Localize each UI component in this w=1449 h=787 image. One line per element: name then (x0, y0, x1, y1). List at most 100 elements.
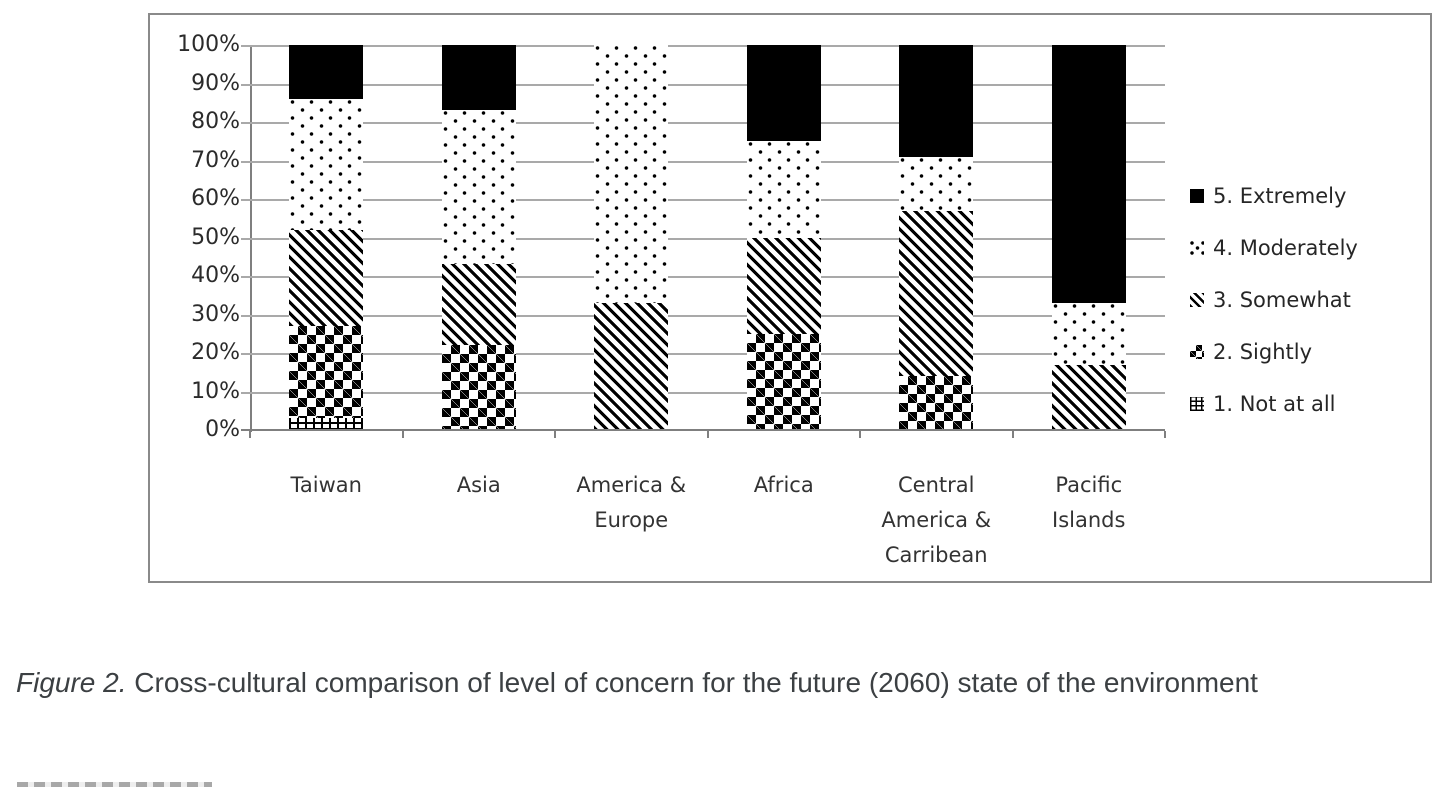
legend-item: 2. Sightly (1190, 338, 1358, 366)
legend: 5. Extremely 4. Moderately 3. Somewhat 2. S… (1190, 182, 1358, 442)
bar-slot (250, 45, 403, 430)
gridline (241, 391, 1165, 394)
x-label-slot: Central America & Carribean (860, 468, 1013, 573)
gridline (241, 45, 1165, 47)
bar-segment-dots (899, 156, 974, 211)
bar-slot (1013, 45, 1166, 430)
gridline (241, 314, 1165, 317)
legend-item: 1. Not at all (1190, 390, 1358, 418)
figure-caption: Figure 2. Cross-cultural comparison of l… (16, 648, 1420, 718)
bar-segment-solid (1051, 45, 1126, 303)
x-axis-tick (1011, 431, 1014, 438)
bars-row (250, 45, 1165, 430)
chart-figure: 100% 90% 80% 70% 60% 50% 40% 30% 20% 10% 0% Taiwan… (148, 13, 1432, 583)
cropped-next-text-line (17, 782, 212, 787)
y-tick-label: 60% (191, 186, 240, 211)
bar-asia (441, 45, 516, 430)
x-axis-tick (249, 431, 251, 438)
gridline (241, 160, 1165, 163)
y-tick-label: 40% (191, 263, 240, 288)
gridline (241, 237, 1165, 240)
y-tick-label: 20% (191, 340, 240, 365)
bar-taiwan (289, 45, 364, 430)
y-tick-label: 50% (191, 224, 240, 250)
bar-slot (860, 45, 1013, 430)
bar-segment-dots (594, 45, 669, 303)
y-tick-label: 10% (191, 378, 240, 404)
x-axis-label: Asia (456, 473, 501, 497)
legend-label: 1. Not at all (1213, 392, 1336, 416)
bar-africa (746, 45, 821, 430)
gridline (241, 276, 1165, 278)
bar-segment-stripes (1051, 364, 1126, 430)
legend-swatch-dots-icon (1190, 241, 1204, 255)
bar-segment-diamonds (441, 345, 516, 430)
y-tick-label: 90% (191, 70, 240, 96)
x-axis-label: Africa (753, 473, 814, 497)
x-axis-tick (706, 431, 709, 438)
bar-segment-stripes (289, 229, 364, 327)
legend-item: 4. Moderately (1190, 234, 1358, 262)
gridline (241, 83, 1165, 86)
bar-pacific-islands (1051, 45, 1126, 430)
x-label-slot: America & Europe (555, 468, 708, 573)
x-label-slot: Africa (708, 468, 861, 573)
x-axis-label: Taiwan (290, 473, 362, 497)
x-label-slot: Asia (403, 468, 556, 573)
bar-slot (555, 45, 708, 430)
gridline (241, 353, 1165, 355)
bar-segment-dots (441, 110, 516, 265)
y-tick-label: 100% (177, 32, 240, 57)
legend-label: 2. Sightly (1213, 340, 1313, 364)
bar-slot (403, 45, 556, 430)
legend-item: 5. Extremely (1190, 182, 1358, 210)
legend-swatch-stripes-icon (1190, 293, 1204, 307)
bar-slot (708, 45, 861, 430)
bar-segment-hash (289, 418, 364, 430)
plot-area (241, 45, 1166, 438)
caption-text: Cross-cultural comparison of level of co… (126, 667, 1258, 698)
bar-segment-diamonds (746, 333, 821, 430)
legend-label: 4. Moderately (1213, 236, 1358, 260)
bar-segment-stripes (746, 237, 821, 334)
bar-segment-stripes (899, 210, 974, 377)
bar-segment-solid (441, 45, 516, 111)
legend-item: 3. Somewhat (1190, 286, 1358, 314)
y-tick-label: 70% (191, 147, 240, 173)
x-axis-tick (401, 431, 404, 438)
legend-label: 5. Extremely (1213, 184, 1347, 208)
gridline (241, 122, 1165, 124)
gridline (241, 199, 1165, 201)
legend-swatch-solid-icon (1190, 189, 1204, 203)
bar-segment-diamonds (899, 376, 974, 430)
x-axis-tick (554, 431, 556, 438)
x-axis-labels: Taiwan Asia America & Europe Africa Central … (250, 468, 1165, 573)
x-axis-label: America & Europe (576, 473, 687, 532)
x-label-slot: Taiwan (250, 468, 403, 573)
x-axis-tick (1164, 431, 1166, 438)
bar-segment-dots (289, 98, 364, 230)
bar-segment-stripes (594, 302, 669, 430)
bar-segment-dots (1051, 302, 1126, 365)
legend-label: 3. Somewhat (1213, 288, 1351, 312)
legend-swatch-diamonds-icon (1190, 345, 1204, 359)
bar-central-america-carribean (899, 45, 974, 430)
caption-figure-label: Figure 2. (16, 667, 127, 698)
bar-segment-stripes (441, 264, 516, 346)
bar-segment-solid (289, 45, 364, 99)
bar-segment-solid (746, 45, 821, 142)
y-axis: 100% 90% 80% 70% 60% 50% 40% 30% 20% 10% 0% (150, 32, 240, 442)
x-axis-label: Central America & Carribean (881, 473, 992, 567)
y-tick-label: 30% (191, 301, 240, 327)
legend-swatch-hash-icon (1190, 397, 1204, 411)
bar-segment-solid (899, 45, 974, 157)
x-axis-line (241, 429, 1165, 431)
bar-america-europe (594, 45, 669, 430)
bar-segment-dots (746, 141, 821, 238)
y-tick-label: 80% (191, 109, 240, 134)
x-axis-label: Pacific Islands (1052, 473, 1126, 532)
x-label-slot: Pacific Islands (1013, 468, 1166, 573)
bar-segment-diamonds (289, 326, 364, 419)
x-axis-tick (859, 431, 861, 438)
